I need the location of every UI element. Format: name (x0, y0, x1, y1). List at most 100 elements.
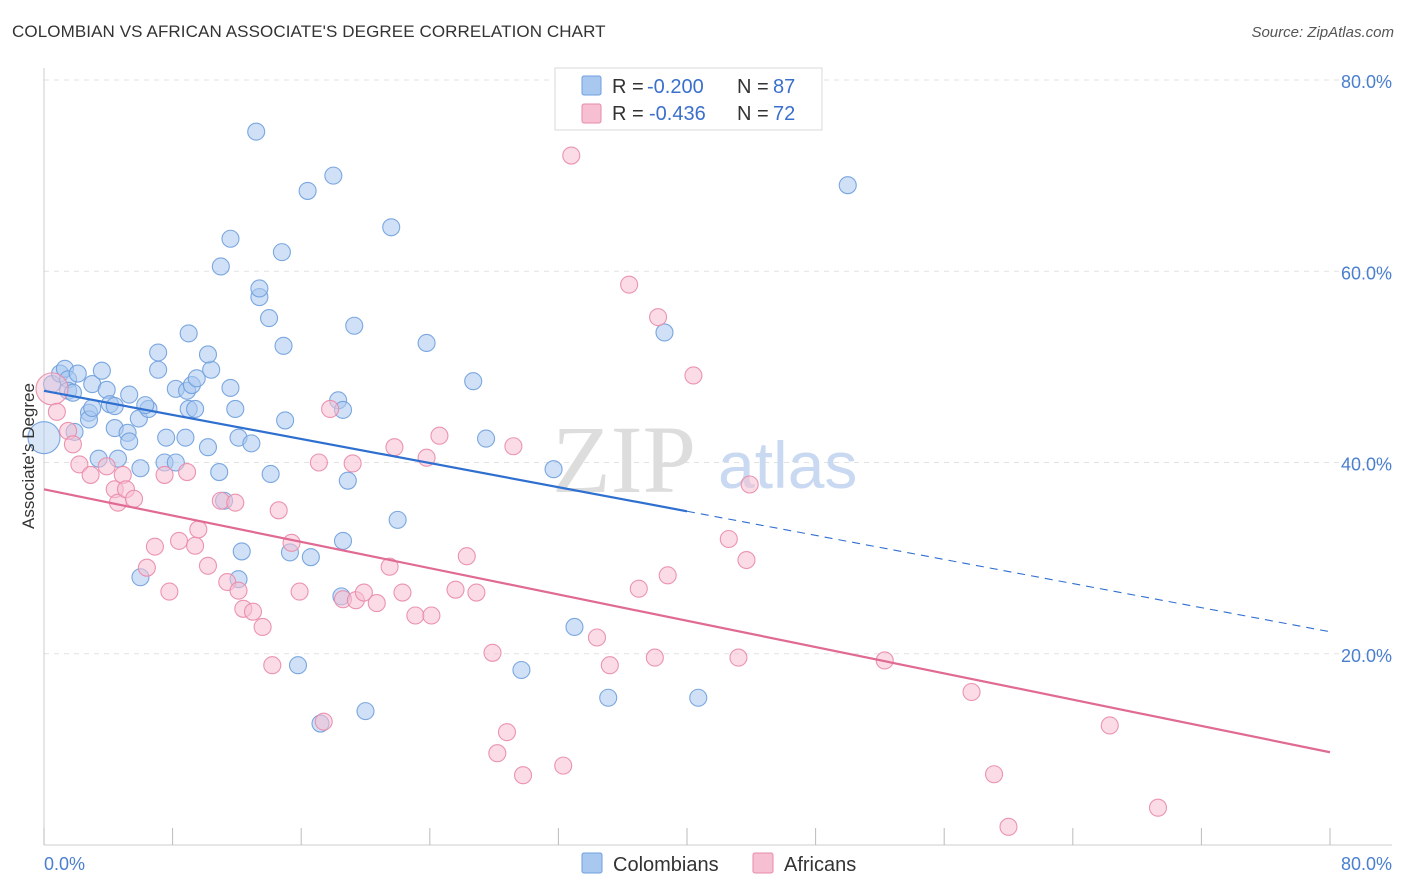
data-point-africans (314, 712, 333, 731)
legend-n-value-africans: 72 (773, 103, 795, 125)
data-point-africans (229, 581, 248, 600)
data-point-colombians (272, 243, 291, 262)
data-point-africans (740, 475, 759, 494)
data-point-africans (160, 582, 179, 601)
legend-r-value-africans: -0.436 (649, 103, 706, 125)
legend-top: R = -0.200 N = 87 R = -0.436 N = 72 (554, 67, 823, 131)
points-layer (27, 122, 1168, 836)
x-tick-label: 0.0% (44, 854, 85, 874)
data-point-colombians (211, 257, 230, 276)
data-point-africans (587, 628, 607, 647)
data-point-colombians (417, 333, 436, 353)
data-point-africans (497, 723, 517, 742)
data-point-colombians (176, 428, 195, 447)
data-point-africans (253, 617, 272, 637)
data-point-africans (124, 489, 144, 508)
data-point-africans (488, 744, 507, 763)
data-point-colombians (599, 688, 618, 707)
data-point-colombians (68, 364, 87, 383)
data-point-colombians (242, 434, 261, 453)
data-point-colombians (221, 378, 240, 397)
data-point-africans (658, 566, 677, 585)
data-point-colombians (464, 372, 483, 391)
data-point-africans (729, 648, 748, 667)
data-point-africans (137, 558, 156, 577)
data-point-africans (620, 275, 639, 294)
data-point-africans (367, 594, 386, 613)
data-point-colombians (179, 324, 198, 343)
legend-swatch-africans (581, 103, 602, 124)
data-point-africans (198, 556, 218, 575)
data-point-africans (263, 656, 282, 675)
y-tick-label: 80.0% (1341, 72, 1392, 92)
y-tick-label: 40.0% (1341, 455, 1392, 475)
data-point-africans (406, 606, 425, 625)
data-point-africans (467, 583, 486, 602)
data-point-colombians (120, 385, 139, 404)
data-point-colombians (198, 345, 218, 364)
data-point-africans (430, 426, 449, 445)
legend-bottom-swatch-africans (752, 852, 774, 874)
data-point-africans (457, 547, 476, 566)
data-point-africans (984, 765, 1004, 784)
axes-layer (43, 68, 1392, 846)
watermark-atlas: atlas (718, 428, 857, 502)
data-point-colombians (324, 166, 343, 185)
data-point-colombians (388, 510, 407, 529)
data-point-africans (63, 435, 82, 454)
legend-bottom-swatch-colombians (581, 852, 603, 874)
data-point-colombians (298, 181, 317, 200)
data-point-colombians (149, 360, 168, 379)
legend-n-label-africans: N = (737, 103, 769, 125)
data-point-africans (47, 402, 66, 421)
data-point-colombians (338, 471, 357, 490)
legend-bottom: Colombians Africans (581, 852, 856, 876)
data-point-colombians (356, 702, 375, 721)
data-point-africans (483, 643, 502, 662)
series-africans (35, 146, 1168, 836)
data-point-africans (684, 366, 703, 385)
data-point-africans (422, 606, 441, 625)
data-point-africans (226, 493, 245, 512)
data-point-africans (645, 648, 664, 667)
data-point-colombians (274, 336, 293, 355)
data-point-africans (1148, 798, 1168, 817)
data-point-colombians (838, 176, 857, 195)
data-point-colombians (512, 660, 531, 680)
data-point-africans (145, 537, 164, 556)
ticks-layer: 20.0% 40.0% 60.0% 80.0% 0.0% 80.0% (44, 72, 1392, 874)
data-point-africans (269, 501, 288, 520)
legend-swatch-colombians (581, 75, 602, 96)
data-point-africans (446, 580, 465, 599)
data-point-colombians (345, 316, 364, 335)
legend-r-label-colombians: R = (612, 76, 644, 98)
data-point-africans (1100, 716, 1119, 735)
data-point-colombians (186, 399, 205, 419)
data-point-africans (169, 531, 189, 550)
chart-title: COLOMBIAN VS AFRICAN ASSOCIATE'S DEGREE … (12, 22, 606, 41)
legend-r-value-colombians: -0.200 (647, 76, 704, 98)
data-point-africans (321, 399, 340, 419)
y-tick-label: 20.0% (1341, 646, 1392, 666)
data-point-colombians (247, 122, 266, 141)
data-point-africans (70, 455, 89, 474)
data-point-africans (97, 457, 116, 476)
data-point-africans (81, 465, 100, 484)
data-point-colombians (288, 656, 308, 675)
data-point-africans (243, 602, 263, 621)
data-point-colombians (477, 429, 496, 448)
data-point-africans (962, 682, 981, 702)
data-point-africans (393, 583, 412, 602)
data-point-colombians (131, 459, 150, 478)
data-point-africans (282, 533, 301, 552)
data-point-africans (600, 656, 619, 675)
data-point-colombians (202, 360, 221, 379)
trend-layer (43, 389, 1331, 754)
data-point-colombians (27, 421, 61, 455)
data-point-colombians (210, 463, 229, 482)
y-axis-label: Associate's Degree (19, 383, 38, 529)
data-point-colombians (120, 432, 139, 451)
data-point-colombians (149, 343, 168, 362)
data-point-africans (504, 437, 523, 456)
